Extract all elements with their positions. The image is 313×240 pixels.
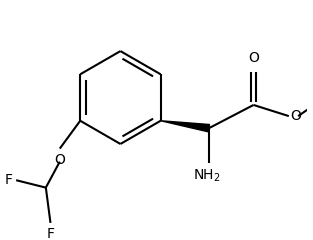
Text: O: O (290, 109, 300, 123)
Text: F: F (4, 173, 13, 187)
Text: O: O (248, 51, 259, 65)
Text: O: O (54, 153, 65, 167)
Polygon shape (161, 121, 209, 132)
Text: NH$_2$: NH$_2$ (193, 167, 221, 184)
Text: F: F (47, 227, 54, 240)
